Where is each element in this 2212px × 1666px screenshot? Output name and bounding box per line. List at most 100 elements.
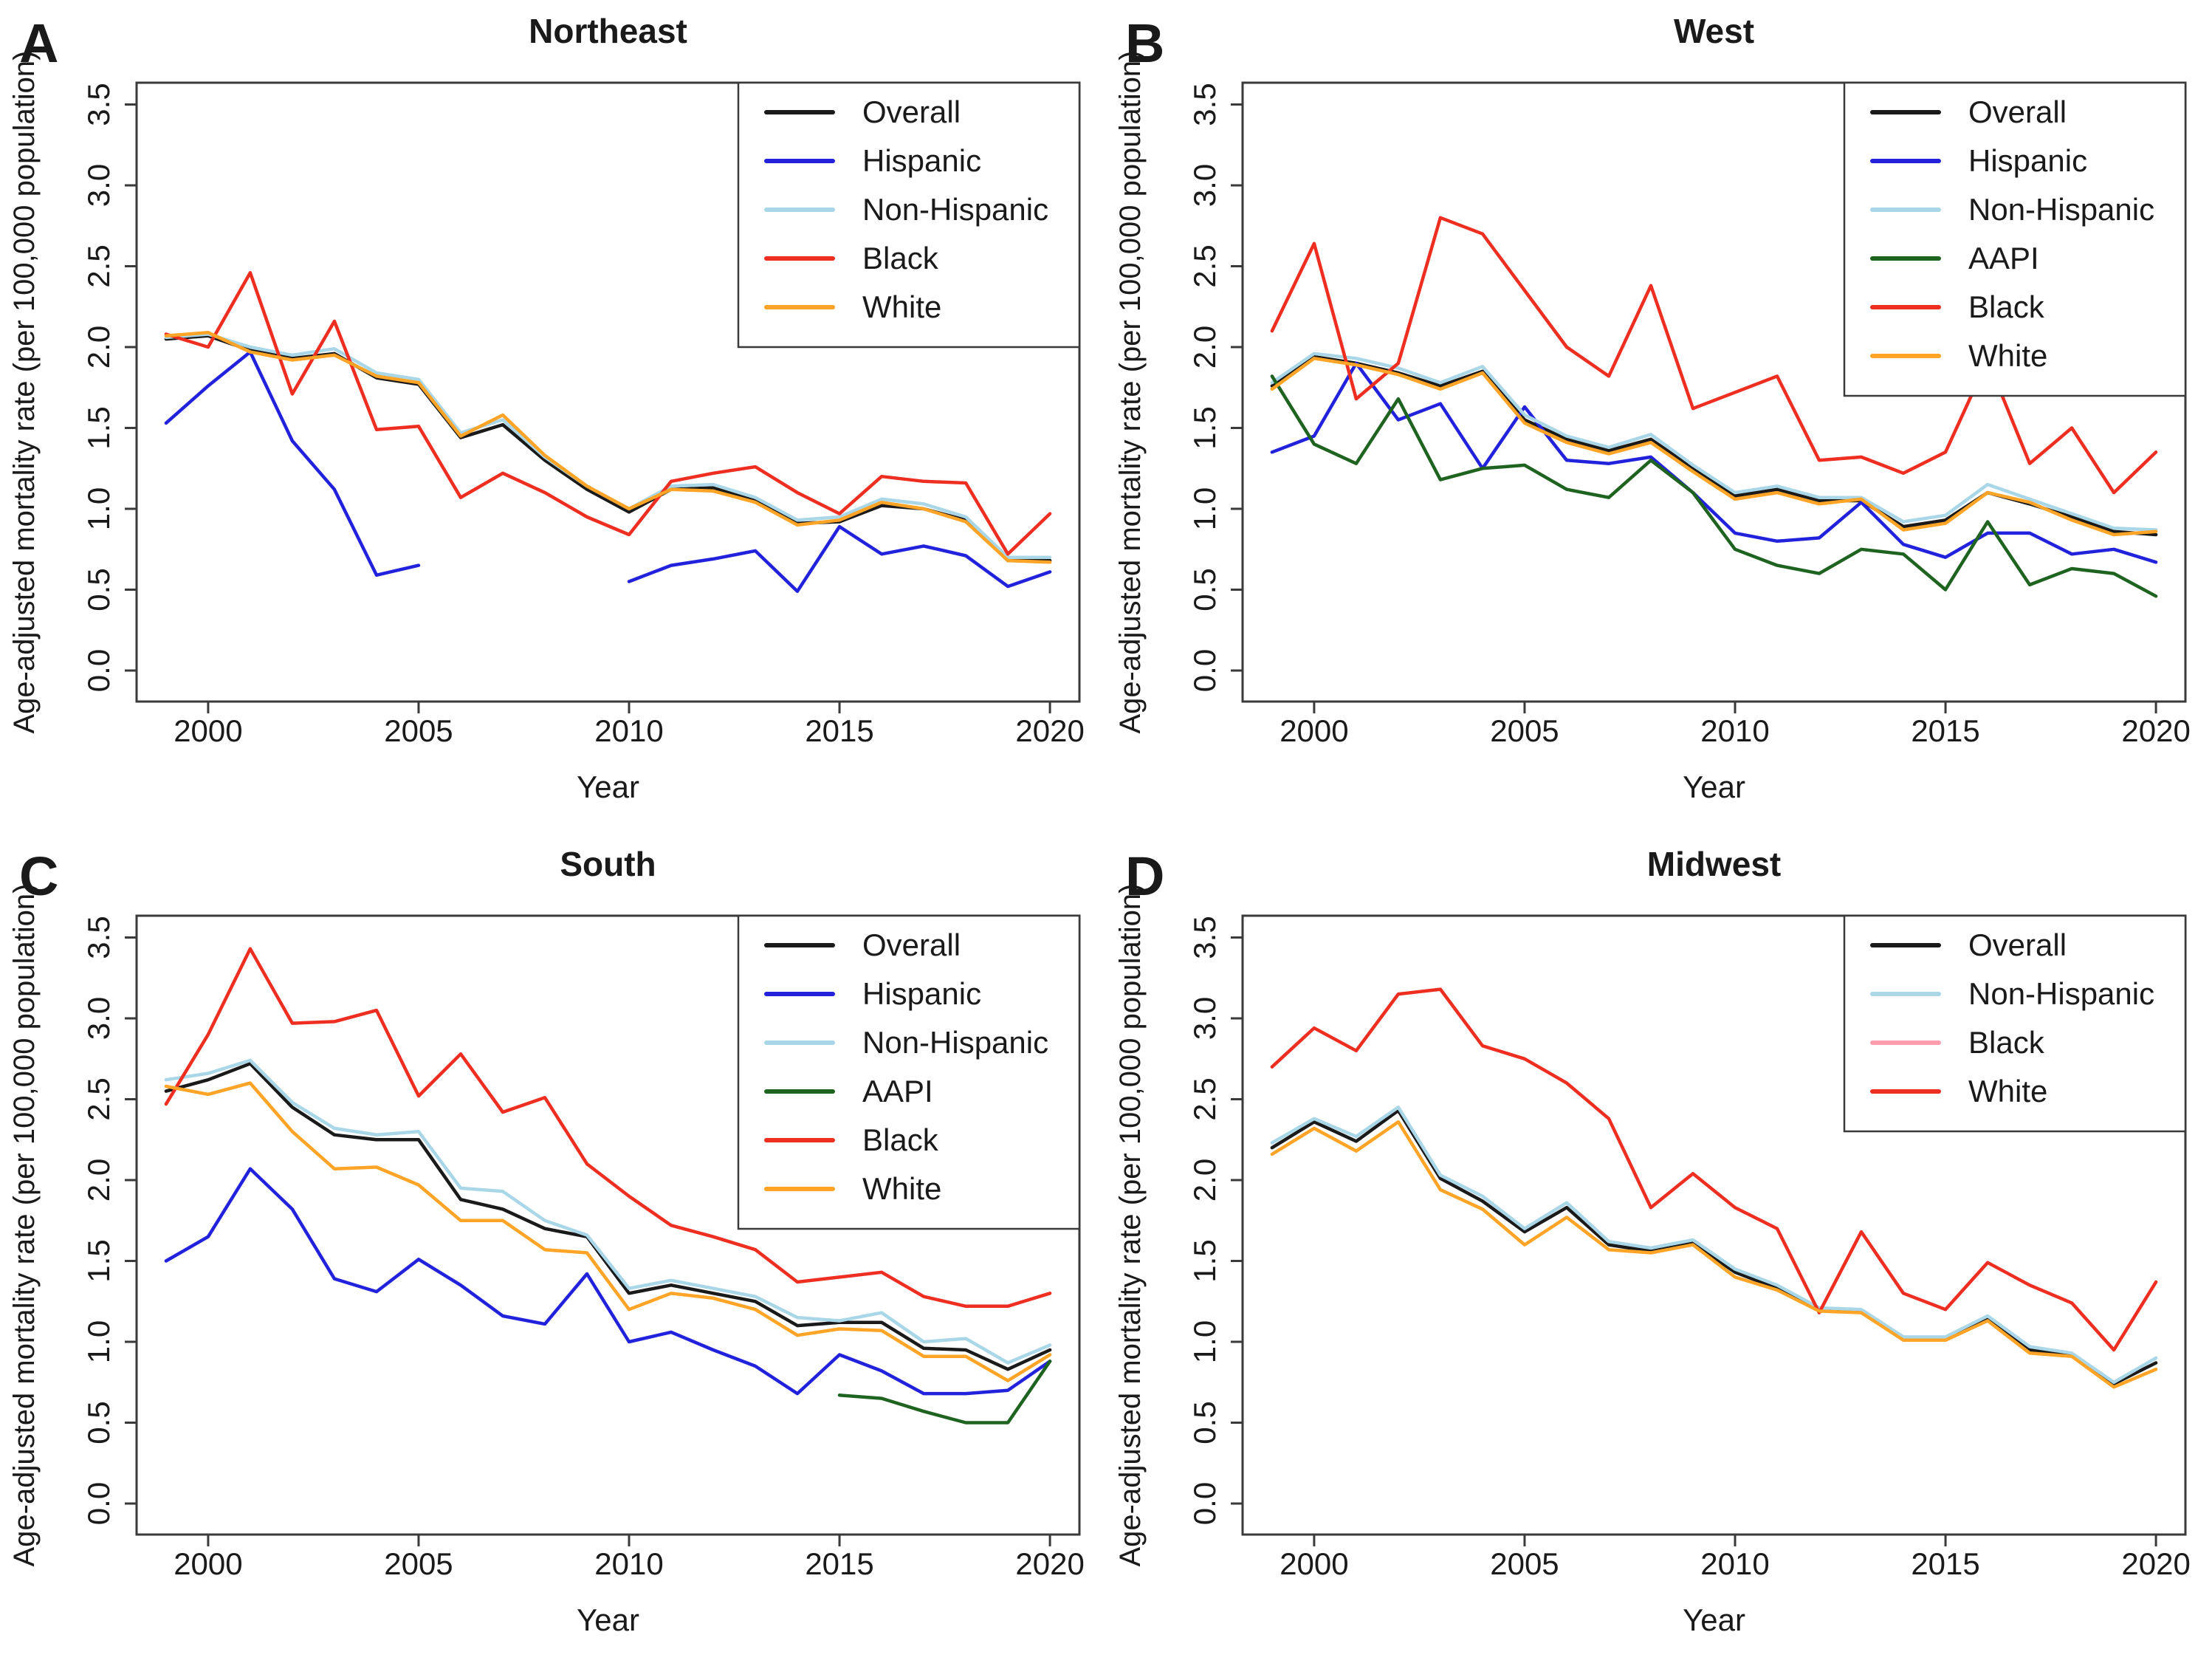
x-axis-label: Year (577, 769, 639, 804)
x-tick-label: 2005 (1490, 713, 1559, 748)
series-line-hispanic (1270, 361, 2158, 564)
x-tick-label: 2020 (2121, 713, 2190, 748)
panel-letter: A (19, 13, 58, 74)
y-tick-label: 3.5 (81, 83, 116, 126)
series-line-hispanic (164, 1167, 1052, 1396)
y-tick-label: 1.5 (81, 1239, 116, 1282)
y-tick-label: 2.0 (1187, 326, 1222, 368)
x-tick-label: 2010 (594, 713, 663, 748)
legend-box (737, 914, 1081, 1230)
y-tick-label: 1.0 (1187, 487, 1222, 530)
legend-label: Non-Hispanic (1968, 192, 2154, 227)
series-line-white (164, 1081, 1052, 1382)
panel-letter: D (1125, 846, 1164, 907)
legend-label: Non-Hispanic (862, 192, 1048, 227)
series-line-black (1270, 987, 2158, 1352)
series-line-aapi (1270, 374, 2158, 598)
series-line-overall (1270, 1108, 2158, 1386)
y-tick-label: 0.0 (1187, 1482, 1222, 1525)
legend-label: Overall (862, 95, 961, 129)
x-tick-label: 2020 (1015, 713, 1084, 748)
y-tick-label: 3.0 (1187, 997, 1222, 1040)
panel-d-midwest: D Midwest 2000 2005 2010 2015 2020 0.0 0.5 1.0 1.5… (1106, 833, 2212, 1666)
legend-label: Overall (862, 928, 961, 962)
series-line-black (1270, 216, 2158, 495)
legend-label: Non-Hispanic (1968, 976, 2154, 1011)
legend-label: AAPI (1968, 241, 2039, 275)
series-line-white (164, 331, 1052, 564)
panel-b-west: B West 2000 2005 2010 2015 2020 0.0 0.5 1.0 1.5 2.0… (1106, 0, 2212, 833)
chart-northeast: A Northeast 2000 2005 2010 2015 2020 0.0 0.5 1.0 1… (8, 12, 1085, 804)
y-tick-label: 3.0 (81, 997, 116, 1040)
legend-label: Black (862, 241, 939, 275)
x-tick-label: 2010 (594, 1546, 663, 1581)
x-axis-label: Year (1683, 769, 1745, 804)
y-tick-label: 3.5 (81, 916, 116, 959)
y-tick-label: 0.0 (81, 1482, 116, 1525)
y-axis-label: Age-adjusted mortality rate (per 100,000… (8, 884, 41, 1567)
y-tick-label: 0.5 (81, 568, 116, 611)
y-axis-label: Age-adjusted mortality rate (per 100,000… (1114, 884, 1147, 1567)
legend-label: Black (862, 1122, 939, 1157)
panel-a-northeast: A Northeast 2000 2005 2010 2015 2020 0.0 0.5 1.0 1… (0, 0, 1106, 833)
y-tick-label: 1.5 (1187, 406, 1222, 449)
series-line-hispanic (164, 350, 1052, 593)
x-tick-label: 2015 (805, 713, 873, 748)
y-tick-label: 3.0 (81, 164, 116, 207)
legend-label: Hispanic (862, 143, 981, 178)
x-tick-label: 2000 (1280, 713, 1348, 748)
series-line-non-hispanic (164, 1058, 1052, 1365)
x-tick-label: 2000 (1280, 1546, 1348, 1581)
y-tick-label: 3.5 (1187, 916, 1222, 959)
y-tick-label: 1.0 (81, 487, 116, 530)
x-axis-label: Year (577, 1602, 639, 1637)
y-axis-label: Age-adjusted mortality rate (per 100,000… (8, 51, 41, 734)
series-line-overall (164, 1062, 1052, 1371)
chart-title: Midwest (1647, 845, 1781, 883)
legend-box (737, 81, 1081, 349)
series-line-non-hispanic (1270, 352, 2158, 532)
y-tick-label: 1.0 (1187, 1320, 1222, 1363)
legend-label: Black (1968, 289, 2045, 324)
series-line-non-hispanic (1270, 1105, 2158, 1385)
x-tick-label: 2000 (174, 713, 242, 748)
x-tick-label: 2005 (384, 1546, 453, 1581)
x-tick-label: 2015 (1911, 1546, 1979, 1581)
legend-label: White (862, 1171, 941, 1206)
y-tick-label: 0.5 (81, 1401, 116, 1444)
plot-border (1241, 914, 2187, 1536)
y-tick-label: 1.5 (81, 406, 116, 449)
series-line-black (164, 947, 1052, 1309)
y-tick-label: 2.0 (81, 326, 116, 368)
y-tick-label: 2.5 (81, 1077, 116, 1120)
legend-label: Non-Hispanic (862, 1025, 1048, 1060)
y-tick-label: 2.5 (1187, 244, 1222, 287)
series-line-white (1270, 1120, 2158, 1389)
legend-label: Hispanic (862, 976, 981, 1011)
y-tick-label: 0.5 (1187, 1401, 1222, 1444)
x-tick-label: 2020 (2121, 1546, 2190, 1581)
x-tick-label: 2015 (805, 1546, 873, 1581)
legend-box (1843, 81, 2187, 397)
y-tick-label: 2.5 (1187, 1077, 1222, 1120)
legend-box (1843, 914, 2187, 1133)
chart-title: West (1674, 12, 1754, 50)
x-tick-label: 2005 (384, 713, 453, 748)
y-tick-label: 2.0 (81, 1159, 116, 1201)
panel-c-south: C South 2000 2005 2010 2015 2020 0.0 0.5 1.0 1.5 2.… (0, 833, 1106, 1666)
y-tick-label: 0.5 (1187, 568, 1222, 611)
x-tick-label: 2000 (174, 1546, 242, 1581)
legend-label: White (1968, 338, 2047, 373)
legend-label: Overall (1968, 95, 2067, 129)
x-tick-label: 2010 (1700, 713, 1769, 748)
x-tick-label: 2015 (1911, 713, 1979, 748)
legend-label: AAPI (862, 1074, 933, 1108)
chart-title: Northeast (529, 12, 687, 50)
y-tick-label: 1.0 (81, 1320, 116, 1363)
chart-title: South (560, 845, 656, 883)
legend-label: Black (1968, 1025, 2045, 1060)
x-tick-label: 2020 (1015, 1546, 1084, 1581)
y-tick-label: 1.5 (1187, 1239, 1222, 1282)
x-tick-label: 2010 (1700, 1546, 1769, 1581)
series-line-aapi (837, 1360, 1052, 1425)
